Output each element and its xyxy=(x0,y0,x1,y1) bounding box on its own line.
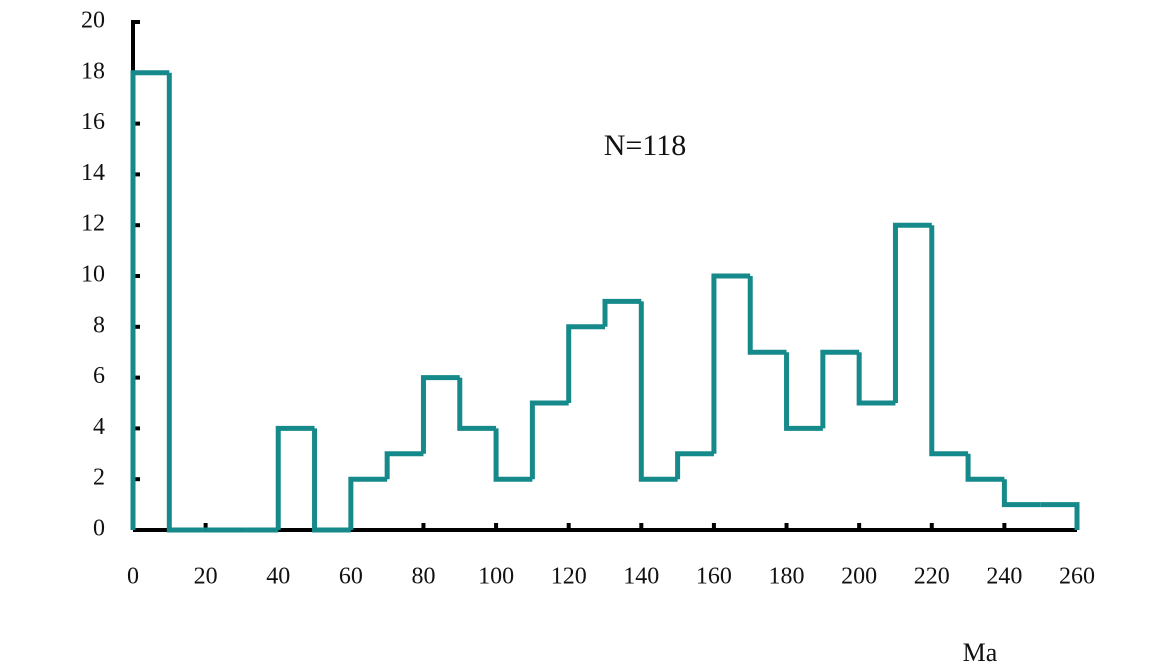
bar xyxy=(1001,479,1041,508)
y-tick-label: 6 xyxy=(93,363,105,389)
x-tick-label: 200 xyxy=(841,564,877,590)
x-tick-label: 140 xyxy=(623,564,659,590)
x-tick-label: 260 xyxy=(1059,564,1095,590)
bar xyxy=(747,276,787,355)
bar xyxy=(711,273,751,454)
x-axis-label: Ma xyxy=(963,638,998,667)
bar xyxy=(275,425,315,530)
y-tick-label: 14 xyxy=(81,160,105,186)
x-tick-label: 160 xyxy=(696,564,732,590)
bar xyxy=(784,352,823,431)
x-tick-label: 220 xyxy=(914,564,950,590)
bar xyxy=(384,451,424,480)
bar xyxy=(892,222,932,403)
bar xyxy=(638,301,678,482)
bar xyxy=(566,324,605,403)
y-tick-label: 8 xyxy=(93,312,105,338)
x-tick-label: 100 xyxy=(478,564,514,590)
bar xyxy=(420,375,460,454)
x-tick-label: 120 xyxy=(551,564,587,590)
x-tick-label: 180 xyxy=(769,564,805,590)
y-tick-label: 4 xyxy=(93,414,105,440)
bar xyxy=(856,352,896,406)
x-tick-label: 20 xyxy=(194,564,218,590)
bar xyxy=(130,70,170,530)
annotation: N=118 xyxy=(604,129,686,162)
x-tick-label: 0 xyxy=(127,564,139,590)
y-tick-label: 16 xyxy=(81,109,105,135)
y-tick-label: 10 xyxy=(81,262,105,288)
x-tick-label: 60 xyxy=(339,564,363,590)
bar xyxy=(675,451,714,480)
bar xyxy=(529,400,569,480)
bar xyxy=(312,428,351,533)
bar xyxy=(602,298,642,327)
x-tick-label: 40 xyxy=(266,564,290,590)
y-tick-label: 12 xyxy=(81,211,105,237)
bar xyxy=(348,476,388,530)
bar xyxy=(820,349,860,429)
y-tick-label: 18 xyxy=(81,58,105,84)
bar xyxy=(965,453,1005,482)
bar xyxy=(929,225,969,457)
bar xyxy=(457,377,497,431)
y-tick-label: 0 xyxy=(93,516,105,542)
y-tick-label: 20 xyxy=(81,8,105,34)
x-tick-label: 80 xyxy=(411,564,435,590)
bar xyxy=(166,72,206,533)
bar xyxy=(493,428,533,482)
bar xyxy=(1040,502,1080,530)
y-tick-label: 2 xyxy=(93,465,105,491)
x-tick-label: 240 xyxy=(986,564,1022,590)
